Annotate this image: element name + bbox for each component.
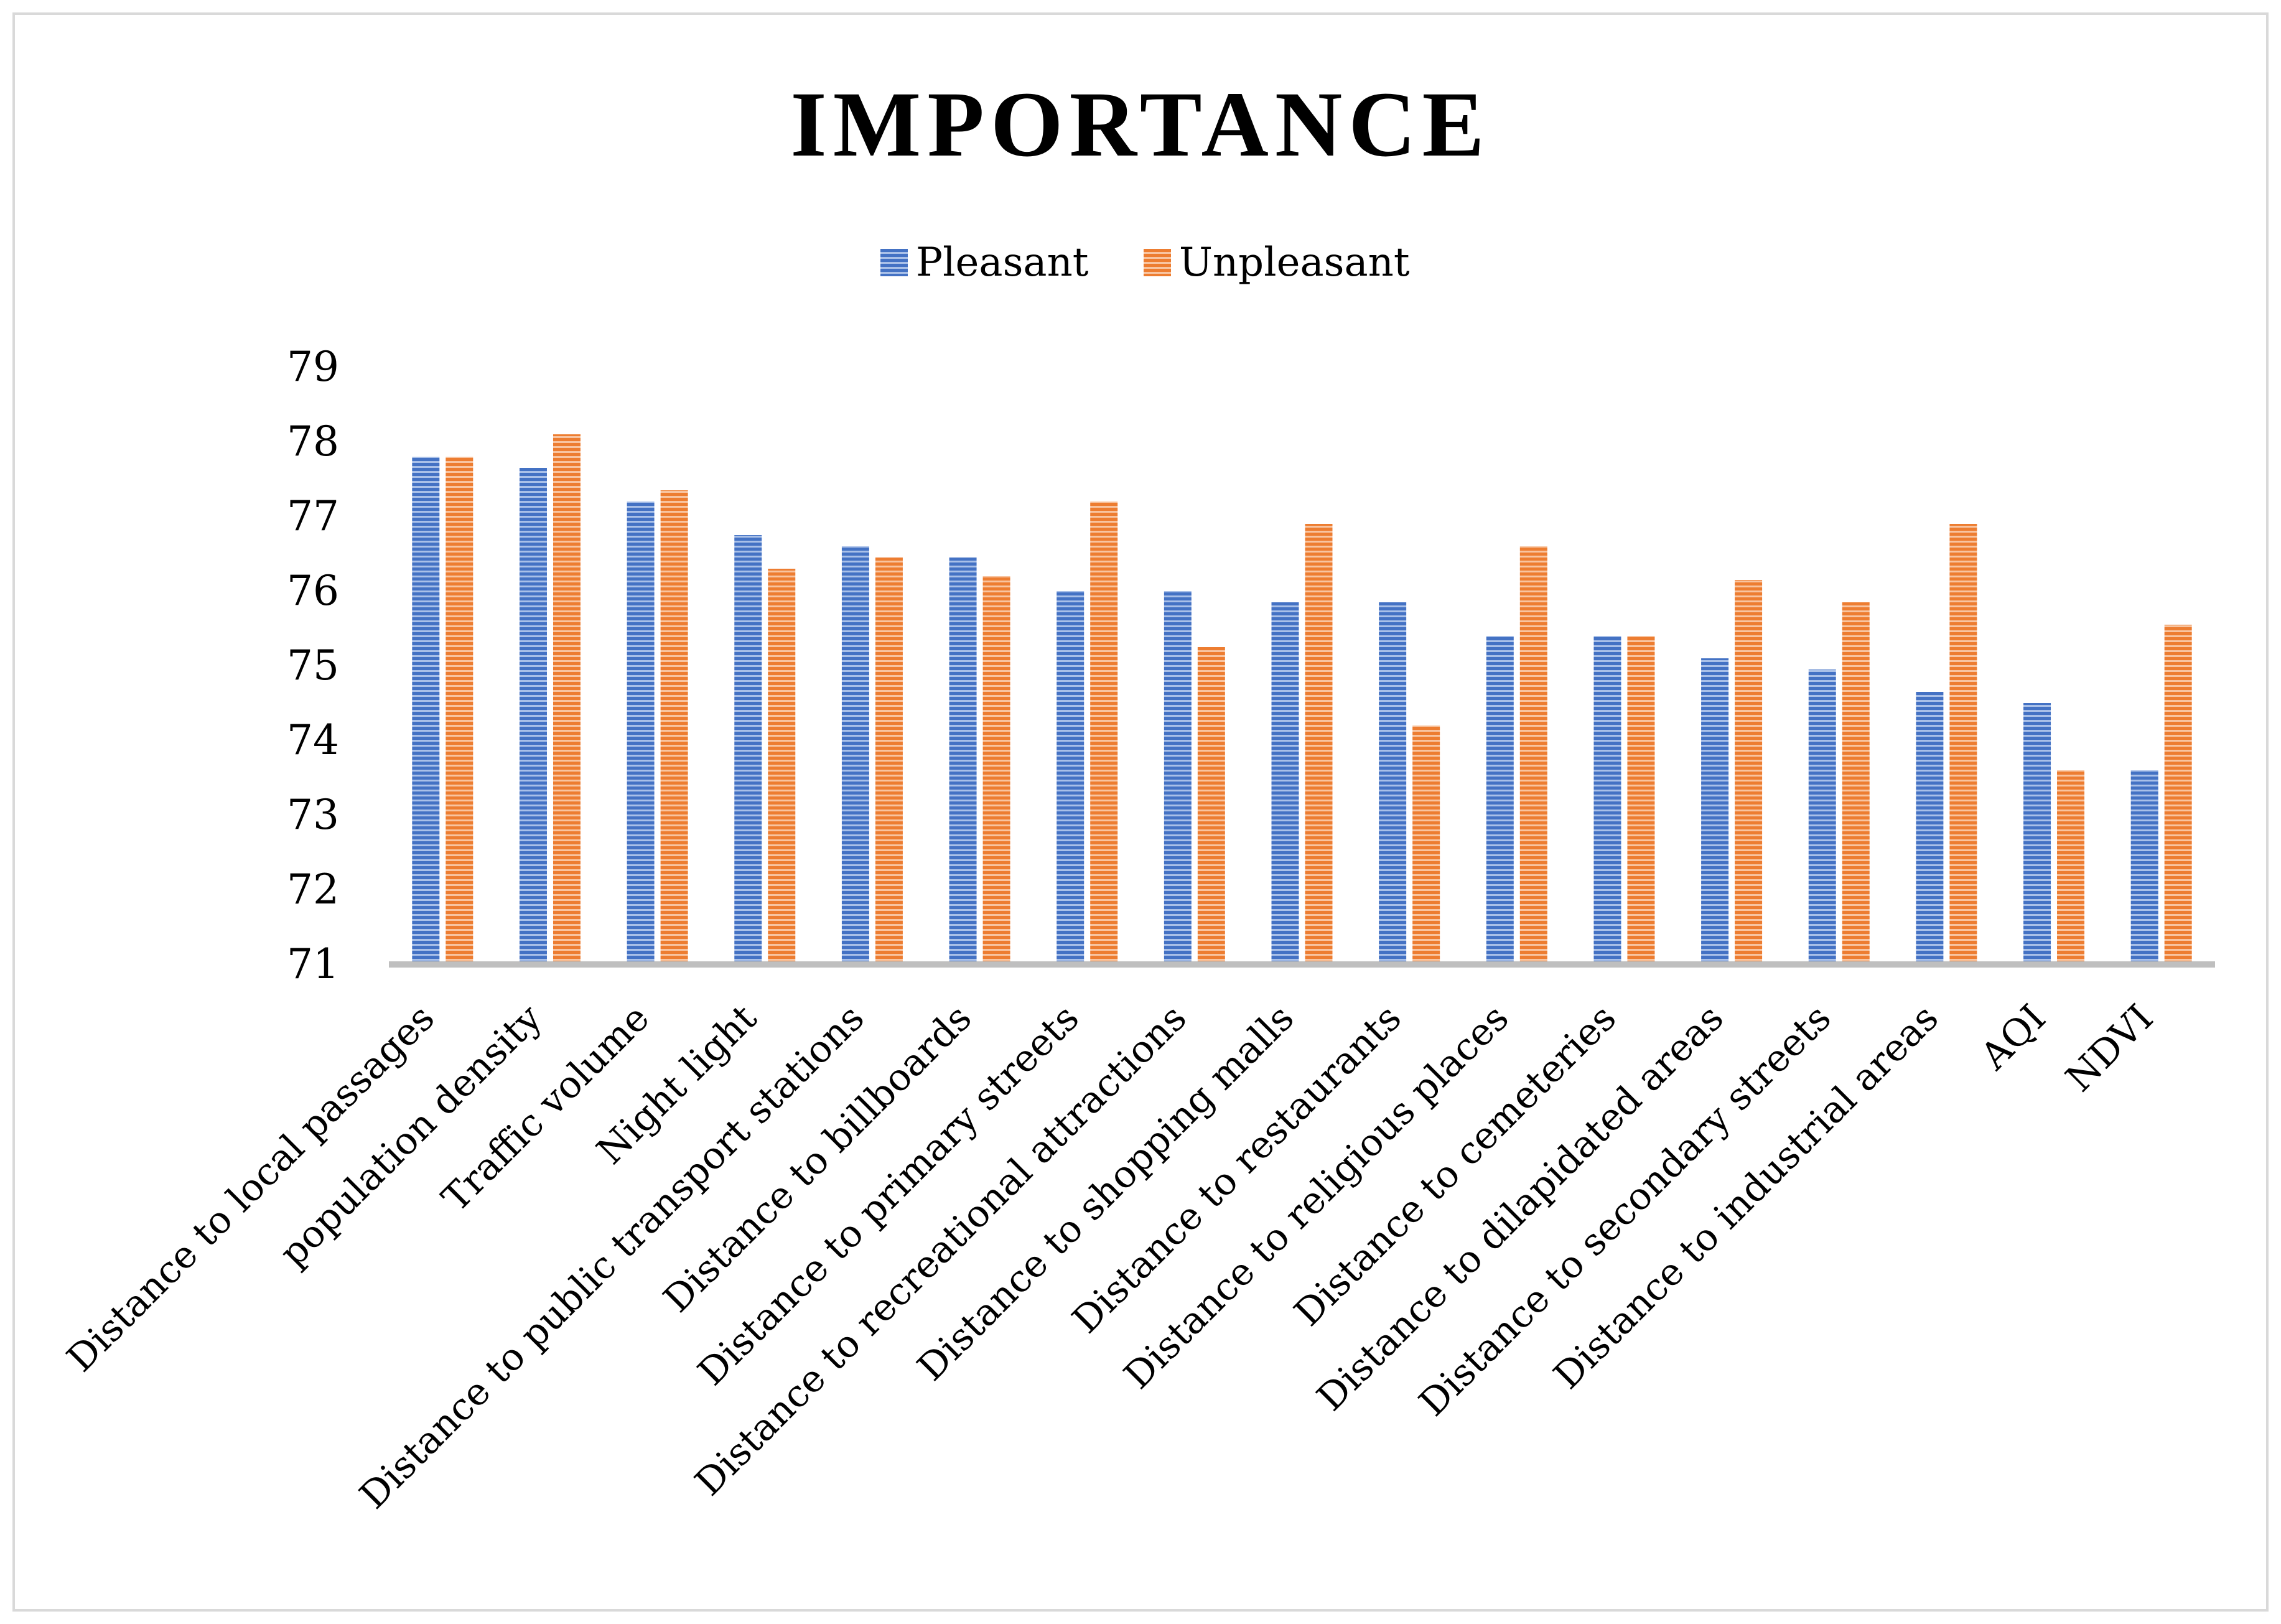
bar-pleasant-6 — [1057, 591, 1085, 964]
bar-pleasant-7 — [1164, 591, 1192, 964]
bar-pleasant-3 — [734, 535, 762, 964]
y-tick-label: 72 — [287, 866, 339, 913]
y-tick-label: 71 — [287, 940, 339, 988]
bar-unpleasant-6 — [1090, 502, 1118, 964]
x-category-label: Distance to public transport stations — [352, 996, 873, 1518]
bar-unpleasant-13 — [1842, 602, 1870, 964]
bar-unpleasant-15 — [2057, 770, 2085, 964]
x-category-label: AQI — [1972, 996, 2054, 1078]
x-category-label: Distance to primary streets — [689, 996, 1087, 1394]
bar-unpleasant-16 — [2164, 625, 2192, 964]
x-category-label: Distance to recreational attractions — [687, 996, 1195, 1505]
bar-pleasant-15 — [2023, 703, 2051, 964]
y-tick-label: 75 — [287, 642, 339, 689]
chart-title: IMPORTANCE — [790, 73, 1490, 176]
legend-label-pleasant: Pleasant — [916, 240, 1089, 286]
y-tick-label: 76 — [287, 567, 339, 615]
bars — [412, 434, 2192, 964]
bar-pleasant-13 — [1808, 670, 1836, 964]
x-category-label: NDVI — [2058, 996, 2162, 1100]
y-tick-label: 79 — [287, 343, 339, 391]
bar-unpleasant-12 — [1735, 580, 1763, 964]
bar-pleasant-1 — [519, 468, 547, 964]
bar-unpleasant-2 — [660, 490, 688, 964]
bar-pleasant-16 — [2130, 770, 2158, 964]
x-category-label: Distance to industrial areas — [1546, 996, 1947, 1398]
legend: Pleasant Unpleasant — [880, 240, 1410, 286]
bar-pleasant-0 — [412, 457, 440, 964]
legend-swatch-pleasant — [880, 249, 908, 276]
bar-pleasant-9 — [1379, 602, 1407, 964]
bar-unpleasant-9 — [1412, 726, 1440, 964]
bar-pleasant-8 — [1271, 602, 1299, 964]
bar-pleasant-2 — [627, 502, 655, 964]
x-category-label: Distance to religious places — [1116, 996, 1517, 1398]
bar-unpleasant-5 — [982, 576, 1010, 964]
bar-unpleasant-1 — [553, 434, 581, 964]
bar-pleasant-14 — [1916, 692, 1944, 964]
bar-unpleasant-0 — [445, 457, 473, 964]
bar-pleasant-4 — [841, 546, 869, 964]
bar-unpleasant-8 — [1305, 524, 1333, 964]
bar-pleasant-11 — [1593, 636, 1621, 964]
legend-label-unpleasant: Unpleasant — [1179, 240, 1410, 286]
y-tick-label: 77 — [287, 492, 339, 540]
bar-unpleasant-11 — [1627, 636, 1655, 964]
y-tick-label: 74 — [287, 716, 339, 764]
y-axis-ticks: 71 72 73 74 75 76 77 78 79 — [287, 343, 339, 988]
bar-unpleasant-10 — [1519, 546, 1547, 964]
bar-unpleasant-14 — [1949, 524, 1977, 964]
bar-unpleasant-3 — [768, 569, 796, 964]
chart-border — [12, 12, 2269, 1612]
bar-unpleasant-7 — [1197, 647, 1225, 964]
y-tick-label: 78 — [287, 418, 339, 465]
bar-pleasant-10 — [1486, 636, 1514, 964]
y-tick-label: 73 — [287, 791, 339, 839]
legend-swatch-unpleasant — [1144, 249, 1171, 276]
bar-pleasant-12 — [1701, 658, 1729, 964]
bar-pleasant-5 — [949, 558, 977, 964]
bar-unpleasant-4 — [875, 558, 903, 964]
